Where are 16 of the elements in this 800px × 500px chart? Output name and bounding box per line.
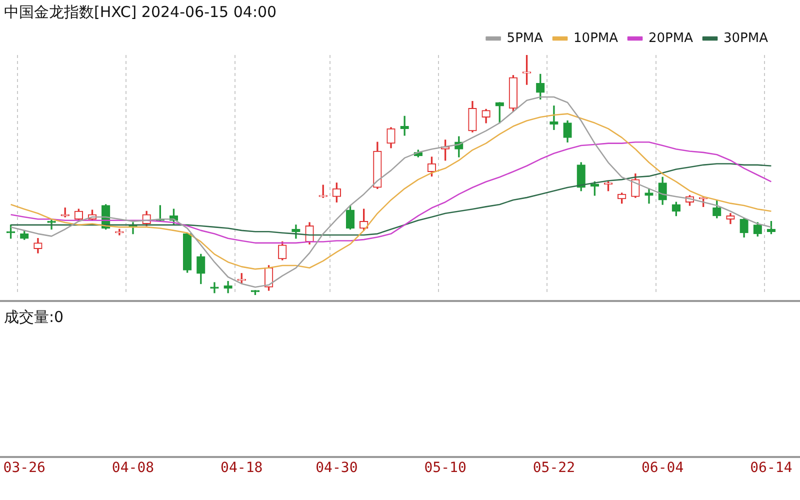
- legend-label: 10PMA: [574, 30, 618, 46]
- x-tick-label: 06-14: [750, 460, 792, 476]
- candlestick: [400, 116, 409, 136]
- legend-label: 30PMA: [724, 30, 768, 46]
- x-tick-label: 04-08: [112, 460, 154, 476]
- x-tick-label: 05-10: [424, 460, 466, 476]
- x-tick-label: 06-04: [642, 460, 684, 476]
- text: 成交量:0: [4, 308, 64, 327]
- x-tick-label: 05-22: [532, 460, 576, 476]
- x-tick-label: 03-26: [3, 460, 46, 476]
- legend-label: 5PMA: [506, 30, 544, 46]
- candlestick: [550, 106, 558, 130]
- x-tick-label: 04-30: [316, 460, 358, 476]
- x-tick-label: 04-18: [220, 460, 263, 476]
- chart-title: 中国金龙指数[HXC] 2024-06-15 04:00: [4, 2, 277, 21]
- legend-label: 20PMA: [648, 30, 694, 46]
